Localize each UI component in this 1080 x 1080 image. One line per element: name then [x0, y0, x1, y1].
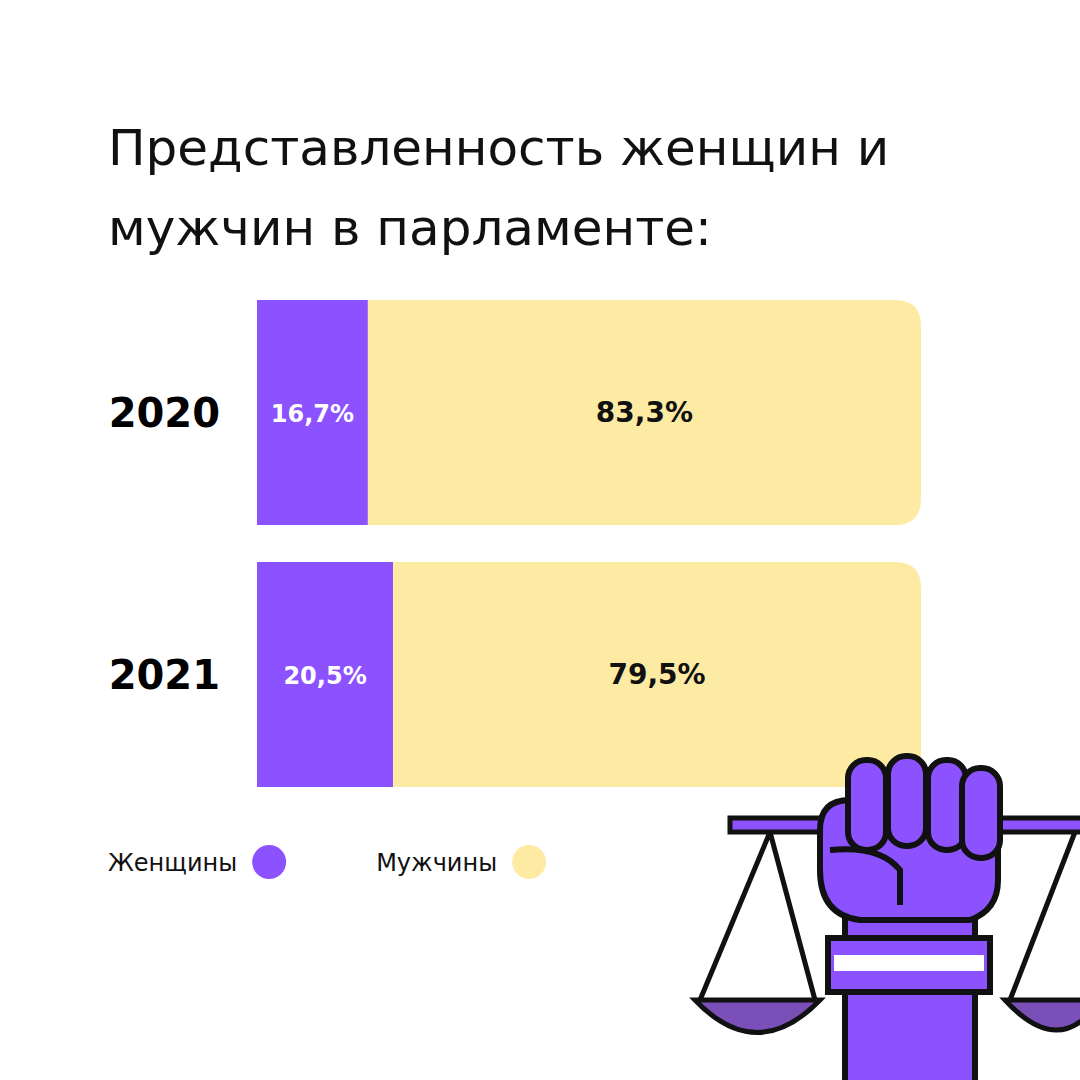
chart-title: Представленность женщин и мужчин в парла… — [108, 108, 958, 268]
data-label: 79,5% — [608, 658, 705, 691]
data-label: 83,3% — [596, 396, 693, 429]
thumb — [830, 849, 900, 905]
finger — [962, 768, 1000, 858]
chart: 16,7% 83,3% 2020 20,5% 79,5% 2021 Женщины Мужчи… — [0, 0, 1080, 1080]
stage: Представленность женщин и мужчин в парла… — [0, 0, 1080, 1080]
bar-row — [257, 300, 921, 525]
finger — [888, 756, 926, 846]
cuff — [828, 938, 990, 992]
category-label: 2021 — [109, 652, 220, 698]
bar — [368, 300, 921, 525]
string — [1010, 832, 1075, 1000]
category-label: 2020 — [109, 390, 220, 436]
legend-label: Женщины — [108, 849, 237, 877]
pan — [695, 1000, 820, 1033]
bar-row — [257, 562, 921, 787]
bar — [257, 300, 368, 525]
bar — [393, 562, 921, 787]
legend-swatch — [512, 845, 546, 879]
pan — [1005, 1000, 1080, 1030]
string — [700, 832, 815, 1000]
finger — [848, 760, 886, 850]
legend: Женщины Мужчины — [108, 845, 546, 879]
data-label: 16,7% — [271, 400, 354, 428]
legend-swatch — [252, 845, 286, 879]
cuff-stripe — [834, 955, 984, 971]
data-label: 20,5% — [283, 662, 366, 690]
scales-icon — [695, 756, 1080, 1080]
legend-label: Мужчины — [376, 849, 497, 877]
bar — [257, 562, 393, 787]
